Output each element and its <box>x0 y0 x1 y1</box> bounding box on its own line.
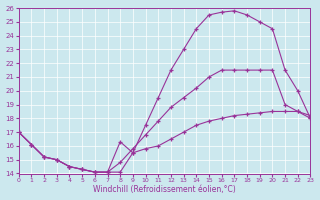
X-axis label: Windchill (Refroidissement éolien,°C): Windchill (Refroidissement éolien,°C) <box>93 185 236 194</box>
